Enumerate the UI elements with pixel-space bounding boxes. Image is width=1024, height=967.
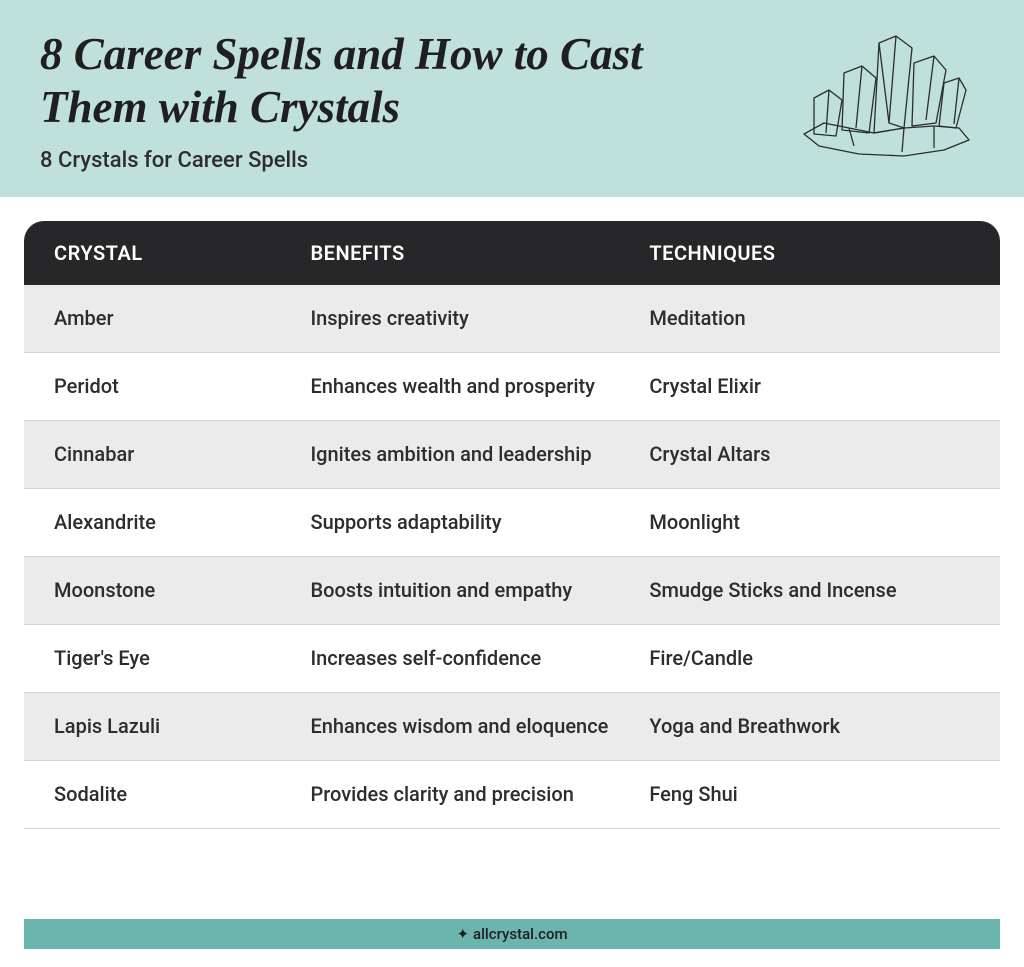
cell-techniques: Crystal Altars — [649, 441, 970, 468]
header-text: 8 Career Spells and How to Cast Them wit… — [40, 28, 784, 173]
table-row: AmberInspires creativityMeditation — [24, 285, 1000, 353]
cell-crystal: Peridot — [54, 373, 310, 400]
cell-benefits: Enhances wealth and prosperity — [310, 373, 649, 400]
table-row: Tiger's EyeIncreases self-confidenceFire… — [24, 625, 1000, 693]
footer-text: allcrystal.com — [473, 925, 568, 943]
cell-techniques: Feng Shui — [649, 781, 970, 808]
cell-techniques: Meditation — [649, 305, 970, 332]
sparkle-icon: ✦ — [456, 925, 469, 943]
cell-crystal: Amber — [54, 305, 310, 332]
table-row: PeridotEnhances wealth and prosperityCry… — [24, 353, 1000, 421]
cell-benefits: Increases self-confidence — [310, 645, 649, 672]
cell-techniques: Yoga and Breathwork — [649, 713, 970, 740]
table-body: AmberInspires creativityMeditationPerido… — [24, 285, 1000, 829]
cell-benefits: Inspires creativity — [310, 305, 649, 332]
column-header-techniques: TECHNIQUES — [649, 241, 970, 265]
crystal-table: CRYSTAL BENEFITS TECHNIQUES AmberInspire… — [0, 197, 1024, 829]
cell-techniques: Crystal Elixir — [649, 373, 970, 400]
cell-crystal: Sodalite — [54, 781, 310, 808]
table-row: AlexandriteSupports adaptabilityMoonligh… — [24, 489, 1000, 557]
cell-benefits: Enhances wisdom and eloquence — [310, 713, 649, 740]
page-title: 8 Career Spells and How to Cast Them wit… — [40, 28, 680, 134]
cell-benefits: Supports adaptability — [310, 509, 649, 536]
cell-techniques: Smudge Sticks and Incense — [649, 577, 970, 604]
cell-crystal: Tiger's Eye — [54, 645, 310, 672]
cell-benefits: Provides clarity and precision — [310, 781, 649, 808]
table-row: SodaliteProvides clarity and precisionFe… — [24, 761, 1000, 829]
cell-techniques: Moonlight — [649, 509, 970, 536]
table-row: Lapis LazuliEnhances wisdom and eloquenc… — [24, 693, 1000, 761]
cell-benefits: Boosts intuition and empathy — [310, 577, 649, 604]
cell-crystal: Cinnabar — [54, 441, 310, 468]
column-header-crystal: CRYSTAL — [54, 241, 310, 265]
cell-crystal: Lapis Lazuli — [54, 713, 310, 740]
cell-crystal: Alexandrite — [54, 509, 310, 536]
table-row: CinnabarIgnites ambition and leadershipC… — [24, 421, 1000, 489]
header: 8 Career Spells and How to Cast Them wit… — [0, 0, 1024, 197]
cell-benefits: Ignites ambition and leadership — [310, 441, 649, 468]
footer: ✦allcrystal.com — [24, 919, 1000, 949]
page-subtitle: 8 Crystals for Career Spells — [40, 148, 784, 173]
column-header-benefits: BENEFITS — [310, 241, 649, 265]
crystal-cluster-icon — [784, 28, 984, 168]
table-header-row: CRYSTAL BENEFITS TECHNIQUES — [24, 221, 1000, 285]
cell-crystal: Moonstone — [54, 577, 310, 604]
table-row: MoonstoneBoosts intuition and empathySmu… — [24, 557, 1000, 625]
cell-techniques: Fire/Candle — [649, 645, 970, 672]
